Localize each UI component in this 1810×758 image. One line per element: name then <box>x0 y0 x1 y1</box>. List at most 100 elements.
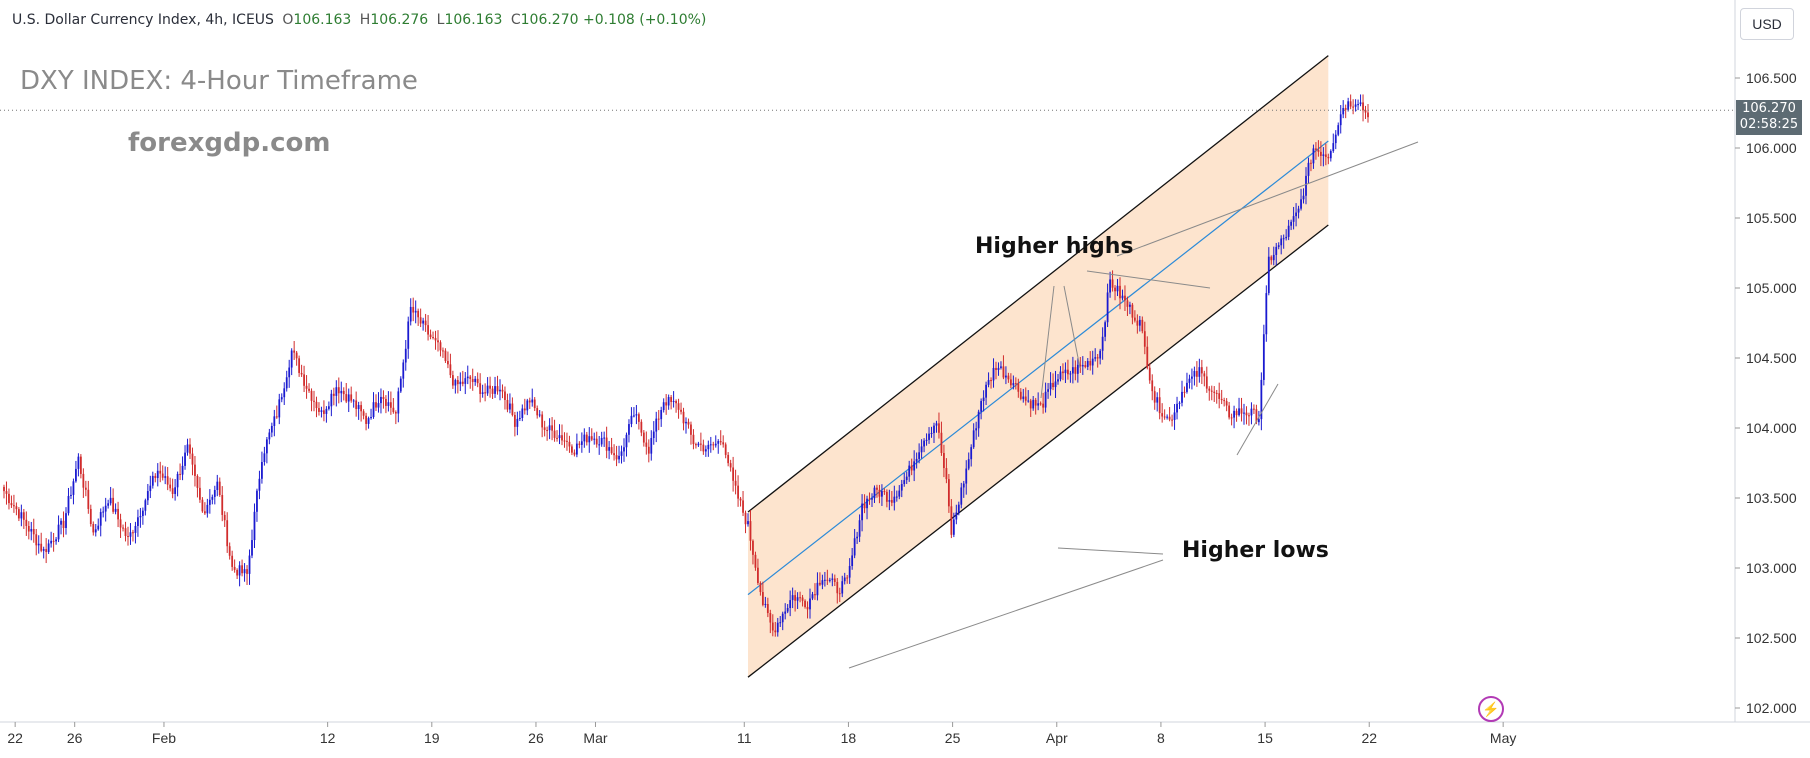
candle <box>1342 100 1345 119</box>
candle <box>1161 403 1164 423</box>
candle-body <box>1109 279 1111 293</box>
candle <box>25 511 28 536</box>
candle <box>759 581 762 596</box>
candle <box>811 591 814 601</box>
candle <box>275 405 278 419</box>
candle <box>469 375 472 389</box>
candle <box>474 376 477 386</box>
candle-body <box>637 414 640 422</box>
candle <box>784 603 787 620</box>
candle <box>1277 242 1280 250</box>
candle <box>511 397 514 417</box>
candle <box>1267 247 1270 296</box>
candle <box>828 577 831 583</box>
candle-body <box>692 434 695 445</box>
candle-body <box>1349 101 1352 107</box>
candle-body <box>925 439 928 441</box>
candle <box>1305 167 1307 205</box>
candle-body <box>704 449 707 452</box>
candle-body <box>285 377 288 389</box>
candle <box>5 481 8 505</box>
candle-body <box>305 385 308 389</box>
candle-body <box>124 528 127 536</box>
candle-body <box>1319 151 1322 156</box>
candle <box>313 390 315 412</box>
candle-body <box>1029 400 1032 409</box>
candle <box>186 438 189 456</box>
candle-body <box>1000 366 1002 368</box>
flash-icon[interactable]: ⚡ <box>1478 696 1504 722</box>
annotation-leader <box>1116 141 1419 257</box>
candle-body <box>662 402 665 411</box>
candle-body <box>1104 322 1107 337</box>
candle-body <box>52 540 55 542</box>
candle <box>89 504 92 527</box>
candle <box>293 340 296 360</box>
candle-body <box>883 491 886 493</box>
candle <box>8 488 10 510</box>
candle <box>365 412 367 431</box>
candle <box>337 377 340 404</box>
candle-body <box>990 380 992 382</box>
candle-body <box>1116 285 1119 292</box>
candle-body <box>1161 413 1164 417</box>
candle-body <box>1253 408 1255 410</box>
candle-body <box>729 463 732 468</box>
candle-body <box>10 503 13 506</box>
candle <box>980 398 983 420</box>
candle <box>283 382 286 406</box>
candle <box>1312 144 1315 169</box>
candle <box>660 406 663 427</box>
candle <box>697 441 700 447</box>
candle <box>881 484 883 506</box>
candle <box>1213 386 1216 402</box>
candle-body <box>424 320 427 326</box>
candle-body <box>561 435 563 441</box>
candle-body <box>779 622 782 624</box>
candle-body <box>1009 379 1012 386</box>
candle-body <box>652 431 655 439</box>
candle-body <box>1364 110 1367 113</box>
candle-body <box>459 381 462 385</box>
price-tick-label: 104.000 <box>1746 420 1797 436</box>
candle <box>134 521 137 544</box>
candle <box>885 489 888 508</box>
candle-body <box>766 603 769 614</box>
candle <box>680 402 682 415</box>
candle <box>972 423 975 449</box>
candle-body <box>97 525 100 530</box>
candle-body <box>191 453 194 465</box>
candle <box>975 421 978 440</box>
channel-upper-line <box>747 55 1329 513</box>
candle-body <box>50 540 53 544</box>
candle <box>1250 402 1253 425</box>
candle-body <box>159 470 162 474</box>
candle <box>615 445 618 467</box>
candle <box>305 375 308 399</box>
candle <box>509 393 511 414</box>
candle-body <box>17 509 20 519</box>
candle-body <box>628 424 630 435</box>
candle <box>1049 372 1052 396</box>
candle-body <box>816 582 819 596</box>
candle <box>625 432 628 457</box>
candle-body <box>685 421 687 424</box>
candle <box>464 372 467 395</box>
candle <box>414 300 417 324</box>
candle-body <box>1019 391 1022 399</box>
candle-body <box>248 555 251 574</box>
channel-fill <box>748 55 1329 678</box>
candle <box>836 578 839 604</box>
currency-button[interactable]: USD <box>1740 8 1794 40</box>
candle-body <box>469 376 472 379</box>
candle <box>280 393 283 403</box>
candle-body <box>422 320 425 324</box>
candle <box>523 398 526 415</box>
candle <box>712 441 715 451</box>
candle <box>60 518 62 535</box>
candle-body <box>923 440 925 447</box>
candle-body <box>863 503 866 509</box>
candle-body <box>747 521 749 525</box>
time-tick-label: 19 <box>424 730 440 746</box>
